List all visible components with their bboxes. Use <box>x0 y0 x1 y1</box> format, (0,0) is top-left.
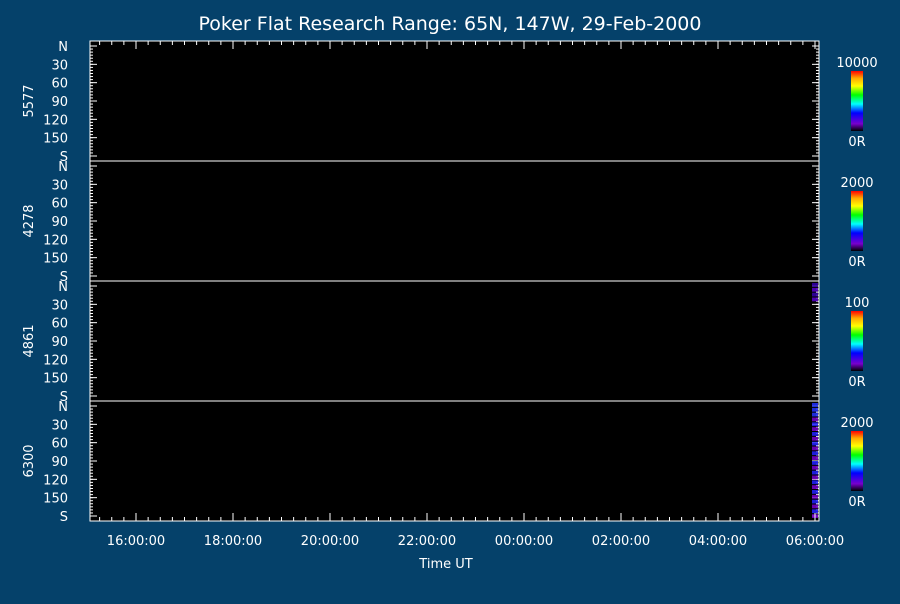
y-tick-label: 150 <box>43 372 68 387</box>
y-tick-label: 150 <box>43 492 68 507</box>
x-tick-label: 02:00:00 <box>592 534 650 549</box>
y-tick-label: 90 <box>51 335 68 350</box>
panel-6300: N 30 60 90 120 150 S 6300 2000 0R <box>22 400 874 525</box>
data-cell <box>812 456 818 460</box>
x-axis-label: Time UT <box>418 557 472 572</box>
y-tick-label: S <box>60 510 68 525</box>
colorbar <box>851 431 863 491</box>
x-tick-label: 06:00:00 <box>786 534 844 549</box>
data-cell <box>812 470 818 475</box>
panel-4861: N 30 60 90 120 150 S 4861 100 0R <box>22 280 869 405</box>
data-cell <box>812 422 818 427</box>
data-cell <box>812 480 818 485</box>
data-cell <box>812 297 818 302</box>
wavelength-label: 4278 <box>22 204 37 237</box>
wavelength-label: 4861 <box>22 324 37 357</box>
panel-4278: N 30 60 90 120 150 S 4278 2000 0R <box>22 160 874 285</box>
data-cell <box>812 441 818 446</box>
data-cell <box>812 446 818 451</box>
wavelength-label: 6300 <box>22 444 37 477</box>
plot-area <box>90 161 819 281</box>
y-tick-label: 60 <box>51 77 68 92</box>
panel-5577: N 30 60 90 120 150 S 5577 10000 0R <box>22 40 878 165</box>
data-cell <box>812 465 818 470</box>
data-cell <box>812 461 818 465</box>
x-tick-label: 18:00:00 <box>204 534 262 549</box>
plot-area <box>90 401 819 521</box>
y-tick-label: 60 <box>51 437 68 452</box>
x-tick-label: 20:00:00 <box>301 534 359 549</box>
y-tick-label: 90 <box>51 95 68 110</box>
data-cell <box>812 499 818 504</box>
data-cell <box>812 494 818 499</box>
data-cell <box>812 475 818 480</box>
x-tick-label: 00:00:00 <box>495 534 553 549</box>
y-tick-label: 90 <box>51 215 68 230</box>
colorbar <box>851 191 863 251</box>
y-tick-label: N <box>58 280 68 295</box>
data-cell <box>812 412 818 417</box>
colorbar-min-label: 0R <box>848 375 865 390</box>
data-cell <box>812 432 818 436</box>
data-cell <box>812 427 818 431</box>
data-cell <box>812 287 818 292</box>
y-tick-label: 120 <box>43 353 68 368</box>
data-cell <box>812 403 818 407</box>
y-tick-label: 120 <box>43 113 68 128</box>
data-cell <box>812 451 818 456</box>
y-tick-label: 60 <box>51 197 68 212</box>
y-tick-label: 30 <box>51 58 68 73</box>
data-cell <box>812 490 818 494</box>
data-cell <box>812 436 818 441</box>
colorbar-max-label: 10000 <box>836 56 877 71</box>
data-cell <box>812 509 818 514</box>
panels: N 30 60 90 120 150 S 5577 10000 0R N 30 60 90 120 150 S 4… <box>22 40 878 525</box>
y-tick-label: S <box>60 150 68 165</box>
colorbar-max-label: 2000 <box>840 416 873 431</box>
colorbar <box>851 71 863 131</box>
y-tick-label: 150 <box>43 252 68 267</box>
y-tick-label: 120 <box>43 233 68 248</box>
chart-title: Poker Flat Research Range: 65N, 147W, 29… <box>199 13 702 35</box>
colorbar-max-label: 100 <box>845 296 870 311</box>
y-tick-label: 60 <box>51 317 68 332</box>
wavelength-label: 5577 <box>22 84 37 117</box>
y-tick-label: 150 <box>43 132 68 147</box>
y-tick-label: S <box>60 270 68 285</box>
x-tick-label: 16:00:00 <box>107 534 165 549</box>
data-cell <box>812 283 818 287</box>
y-tick-label: 90 <box>51 455 68 470</box>
colorbar-min-label: 0R <box>848 135 865 150</box>
data-cell <box>812 485 818 489</box>
data-cell <box>812 407 818 412</box>
data-cell <box>812 417 818 422</box>
x-tick-label: 04:00:00 <box>689 534 747 549</box>
colorbar-max-label: 2000 <box>840 176 873 191</box>
colorbar-min-label: 0R <box>848 495 865 510</box>
data-cell <box>812 292 818 297</box>
y-tick-label: 30 <box>51 418 68 433</box>
x-tick-label: 22:00:00 <box>398 534 456 549</box>
y-tick-label: S <box>60 390 68 405</box>
colorbar <box>851 311 863 371</box>
y-tick-label: 30 <box>51 298 68 313</box>
y-tick-label: 30 <box>51 178 68 193</box>
colorbar-min-label: 0R <box>848 255 865 270</box>
y-tick-label: N <box>58 160 68 175</box>
y-tick-label: 120 <box>43 473 68 488</box>
plot-area <box>90 281 819 401</box>
y-tick-label: N <box>58 400 68 415</box>
x-axis: 16:00:00 18:00:00 20:00:00 22:00:00 00:00:00… <box>99 41 844 549</box>
data-cell <box>812 504 818 509</box>
y-tick-label: N <box>58 40 68 55</box>
plot-area <box>90 41 819 161</box>
